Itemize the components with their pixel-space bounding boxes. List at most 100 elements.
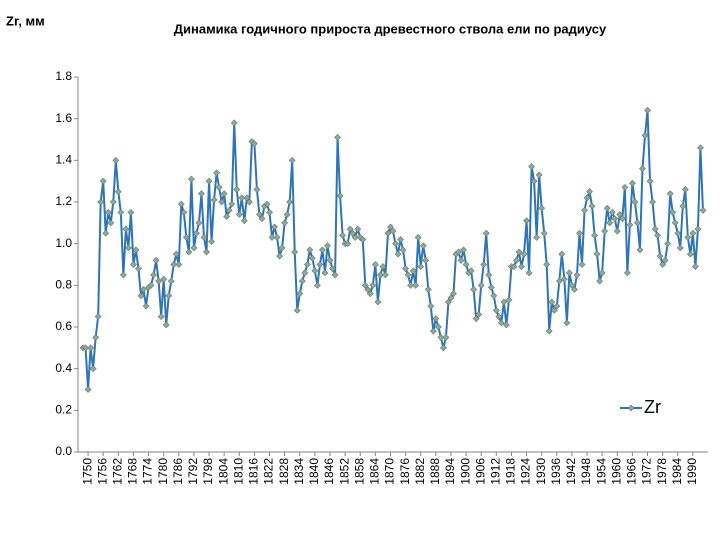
data-point [273, 233, 281, 241]
data-point [291, 248, 299, 256]
data-point [203, 248, 210, 256]
data-point [513, 256, 520, 264]
data-point [618, 215, 626, 223]
data-point [412, 281, 420, 289]
data-point [601, 227, 609, 235]
data-point [495, 313, 503, 321]
data-point [193, 229, 200, 237]
data-point [283, 211, 291, 218]
data-point [455, 248, 462, 256]
data-point [187, 175, 195, 183]
data-point [598, 269, 606, 277]
y-tick-label: 0.8 [55, 278, 72, 292]
data-point [162, 321, 170, 329]
data-point [472, 315, 480, 323]
data-point [379, 263, 387, 271]
x-tick-label: 1804 [216, 458, 230, 485]
data-point [165, 292, 173, 300]
data-point [558, 250, 566, 258]
data-point [427, 302, 435, 310]
data-point [555, 277, 563, 285]
data-point [172, 250, 180, 258]
data-point [344, 240, 352, 248]
data-point [649, 198, 656, 206]
data-point [397, 236, 404, 243]
data-point [112, 156, 120, 164]
data-point [321, 269, 329, 277]
x-tick-label: 1750 [80, 458, 94, 485]
data-point [374, 298, 382, 306]
data-point [351, 233, 359, 241]
data-point [528, 163, 536, 171]
data-point [107, 219, 115, 227]
data-point [671, 219, 679, 227]
data-point [654, 231, 662, 239]
data-point [490, 292, 498, 300]
x-tick-label: 1954 [594, 458, 608, 485]
data-point [170, 261, 178, 268]
x-tick-label: 1762 [110, 458, 124, 485]
x-tick-label: 1798 [201, 458, 215, 485]
data-point [699, 206, 707, 214]
data-point [518, 263, 525, 271]
y-tick-label: 1.8 [55, 69, 72, 83]
data-point [364, 286, 372, 293]
data-point [487, 283, 495, 291]
data-point [339, 231, 347, 239]
x-tick-label: 1966 [625, 458, 639, 485]
data-point [409, 267, 417, 275]
x-tick-label: 1858 [352, 458, 366, 485]
data-point [157, 313, 165, 321]
data-point [576, 229, 583, 237]
data-point [225, 206, 233, 214]
data-point [301, 269, 309, 277]
data-point [180, 208, 188, 216]
data-point [256, 211, 263, 218]
data-point [439, 344, 447, 352]
data-point [119, 271, 127, 279]
data-point [664, 240, 672, 248]
data-point [442, 333, 450, 341]
data-point [467, 267, 475, 275]
data-point [540, 229, 548, 237]
data-point [147, 281, 155, 289]
data-point [445, 298, 452, 306]
data-point [583, 194, 591, 202]
data-point [417, 263, 425, 271]
data-point [382, 271, 389, 279]
x-tick-label: 1978 [655, 458, 669, 485]
data-point [641, 131, 649, 139]
y-tick-label: 0.0 [55, 444, 72, 458]
data-point [697, 144, 704, 152]
data-point [573, 271, 581, 279]
y-tick-label: 0.2 [55, 403, 72, 417]
data-point [525, 269, 533, 277]
data-point [694, 225, 702, 233]
x-tick-label: 1810 [231, 458, 245, 485]
data-point [681, 186, 689, 193]
data-point [276, 252, 284, 260]
data-point [626, 221, 634, 229]
data-point [422, 256, 430, 264]
data-point [530, 177, 538, 185]
data-point [502, 321, 510, 329]
data-point [611, 215, 619, 223]
data-point [240, 217, 248, 225]
data-point [553, 302, 561, 310]
data-point [429, 327, 437, 335]
x-tick-label: 1894 [443, 458, 457, 485]
data-point [308, 254, 316, 262]
data-point [646, 177, 654, 185]
data-point [689, 229, 697, 237]
data-point [233, 186, 241, 193]
data-point [603, 204, 611, 212]
data-point [475, 311, 483, 318]
data-point [124, 244, 132, 252]
data-point [661, 256, 669, 264]
data-point [132, 246, 140, 254]
data-point [185, 248, 193, 256]
data-point [94, 313, 102, 321]
data-point [659, 261, 667, 268]
x-tick-label: 1852 [337, 458, 351, 485]
data-point [608, 208, 616, 216]
